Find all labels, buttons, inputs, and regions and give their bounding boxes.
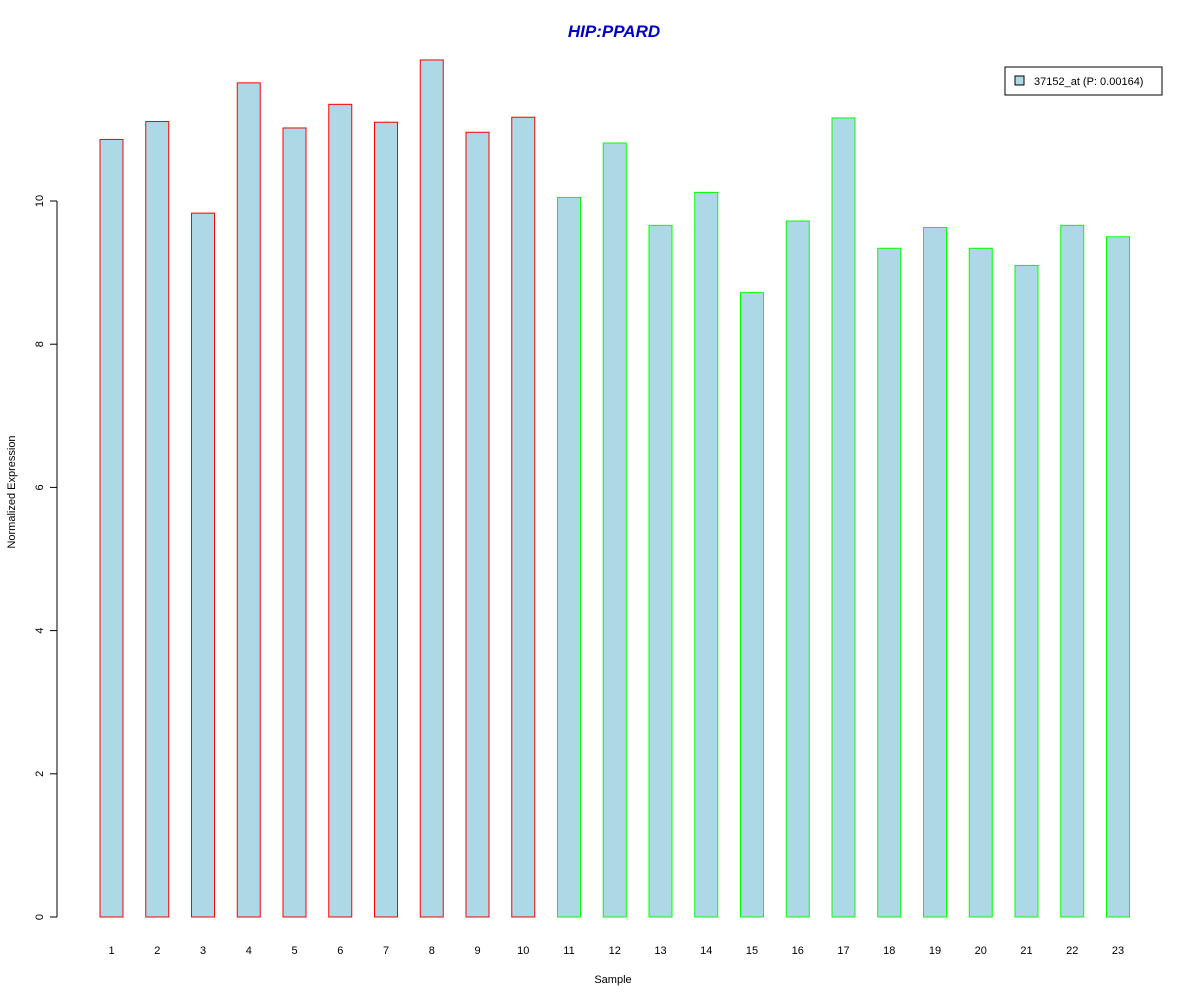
legend-swatch bbox=[1014, 75, 1025, 86]
x-tick-label: 2 bbox=[154, 945, 160, 957]
bar-sample-7 bbox=[374, 121, 398, 918]
x-tick-label: 5 bbox=[291, 945, 297, 957]
x-tick-label: 21 bbox=[1020, 945, 1032, 957]
bar-sample-5 bbox=[282, 127, 307, 918]
bar-sample-15 bbox=[740, 292, 764, 918]
x-tick-label: 4 bbox=[246, 945, 252, 957]
chart-title: HIP:PPARD bbox=[568, 22, 660, 41]
x-tick-label: 17 bbox=[837, 945, 849, 957]
bar-sample-6 bbox=[328, 103, 353, 918]
y-tick-label: 4 bbox=[34, 628, 46, 634]
x-tick-label: 10 bbox=[517, 945, 529, 957]
legend: 37152_at (P: 0.00164) bbox=[1004, 66, 1163, 96]
x-tick-labels: 1 2 3 4 5 6 7 8 9 10 11 12 13 14 15 16 17 18 19 20 21 22 23 bbox=[108, 945, 1124, 957]
bar-sample-13 bbox=[648, 224, 673, 918]
bar-sample-4 bbox=[236, 82, 261, 918]
bar-sample-2 bbox=[145, 121, 170, 918]
bar-sample-10 bbox=[511, 116, 536, 918]
y-axis: 0 2 4 6 8 10 bbox=[34, 195, 58, 920]
x-tick-label: 3 bbox=[200, 945, 206, 957]
x-tick-label: 9 bbox=[474, 945, 480, 957]
bar-sample-19 bbox=[923, 226, 947, 918]
y-tick-label: 10 bbox=[34, 195, 46, 207]
bar-sample-8 bbox=[419, 59, 444, 918]
legend-box bbox=[1004, 66, 1163, 96]
x-tick-label: 22 bbox=[1066, 945, 1078, 957]
x-tick-label: 1 bbox=[108, 945, 114, 957]
x-tick-label: 15 bbox=[746, 945, 758, 957]
x-tick-label: 12 bbox=[609, 945, 621, 957]
y-tick-label: 0 bbox=[34, 914, 46, 920]
y-tick-label: 8 bbox=[34, 341, 46, 347]
bar-sample-9 bbox=[465, 131, 490, 918]
bar-sample-23 bbox=[1106, 236, 1130, 918]
bar-sample-14 bbox=[694, 191, 719, 918]
x-tick-label: 11 bbox=[563, 945, 574, 957]
x-tick-label: 23 bbox=[1112, 945, 1124, 957]
y-axis-label: Normalized Expression bbox=[6, 435, 18, 548]
bars-group bbox=[99, 59, 1130, 918]
x-tick-label: 7 bbox=[383, 945, 389, 957]
x-tick-label: 6 bbox=[337, 945, 343, 957]
x-axis-label: Sample bbox=[594, 974, 631, 986]
bar-sample-12 bbox=[602, 142, 627, 918]
x-tick-label: 8 bbox=[429, 945, 435, 957]
y-tick-label: 2 bbox=[34, 771, 46, 777]
x-tick-label: 20 bbox=[975, 945, 987, 957]
bar-sample-3 bbox=[191, 212, 215, 918]
bar-sample-20 bbox=[968, 247, 993, 918]
x-tick-label: 13 bbox=[654, 945, 666, 957]
bar-sample-17 bbox=[831, 117, 856, 918]
bar-sample-11 bbox=[557, 196, 581, 918]
legend-label: 37152_at (P: 0.00164) bbox=[1034, 76, 1143, 88]
bar-sample-21 bbox=[1014, 264, 1039, 918]
bar-sample-22 bbox=[1060, 224, 1085, 918]
x-tick-label: 18 bbox=[883, 945, 895, 957]
x-tick-label: 14 bbox=[700, 945, 712, 957]
y-tick-label: 6 bbox=[34, 484, 46, 490]
x-tick-label: 19 bbox=[929, 945, 941, 957]
bar-sample-16 bbox=[785, 220, 810, 918]
bar-sample-18 bbox=[877, 247, 902, 918]
x-tick-label: 16 bbox=[792, 945, 804, 957]
bar-sample-1 bbox=[99, 138, 124, 918]
